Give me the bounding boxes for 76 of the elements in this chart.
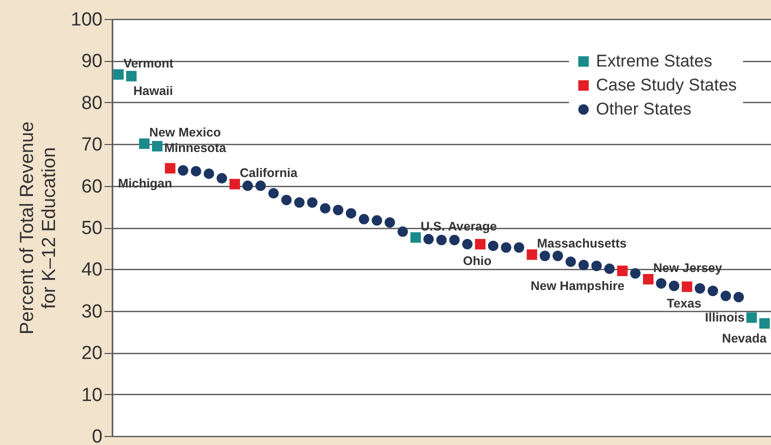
data-label: Nevada [722, 331, 768, 346]
point [423, 234, 434, 244]
data-label: Massachusetts [536, 236, 627, 251]
data-label: New Mexico [149, 126, 222, 140]
point [630, 268, 641, 279]
point [178, 165, 188, 176]
point [410, 232, 421, 243]
y-tick-label: 80 [81, 92, 102, 114]
point [578, 260, 589, 270]
point [449, 234, 460, 246]
point [565, 256, 576, 267]
y-axis-title: Percent of Total Revenue for K–12 Education [16, 121, 60, 335]
data-label: Hawaii [133, 84, 173, 98]
y-tick-label: 0 [92, 426, 102, 445]
point [604, 264, 615, 274]
data-label: Texas [666, 296, 702, 311]
data-label: New Hampshire [530, 278, 624, 293]
point [346, 208, 356, 219]
point [643, 274, 654, 284]
point [617, 266, 628, 276]
point [488, 240, 498, 252]
point [656, 278, 666, 289]
point [462, 238, 473, 250]
legend-label: Case Study States [596, 76, 737, 94]
point [190, 166, 202, 176]
y-tick-label: 20 [81, 343, 102, 364]
y-tick-label: 60 [81, 176, 102, 198]
point [332, 204, 344, 216]
point [204, 168, 214, 179]
point [720, 290, 732, 302]
point [230, 178, 240, 190]
point [372, 215, 382, 226]
point [526, 249, 538, 260]
point [540, 250, 550, 262]
point [668, 280, 680, 292]
point [268, 188, 279, 199]
point [307, 197, 318, 208]
point [591, 260, 602, 272]
point [436, 234, 447, 246]
point [216, 173, 228, 184]
point [759, 318, 770, 329]
data-label: Illinois [705, 310, 745, 325]
point [552, 250, 564, 262]
point [281, 194, 292, 206]
point [708, 286, 718, 296]
y-tick-label: 70 [81, 134, 102, 156]
point [113, 69, 124, 80]
point [397, 226, 408, 237]
point [682, 281, 692, 292]
point [733, 292, 744, 302]
y-tick-label: 90 [81, 51, 102, 72]
point [320, 203, 330, 214]
y-tick-label: 100 [70, 10, 102, 30]
y-tick-label: 50 [81, 218, 102, 239]
data-label: Minnesota [164, 141, 228, 156]
legend-label: Extreme States [596, 52, 712, 70]
point [139, 138, 150, 149]
y-tick-label: 40 [81, 260, 102, 281]
data-label: Ohio [463, 254, 492, 268]
point [694, 283, 706, 294]
data-label: California [240, 166, 298, 180]
point [746, 312, 757, 323]
point [242, 180, 253, 192]
point [358, 214, 370, 224]
point [294, 197, 305, 208]
y-tick-label: 30 [81, 301, 102, 322]
point [164, 163, 176, 174]
point [152, 140, 162, 152]
point [475, 238, 486, 250]
y-tick-label: 10 [81, 384, 102, 406]
legend-label: Other States [596, 100, 692, 118]
point [384, 217, 396, 228]
point [255, 180, 266, 192]
point [500, 242, 512, 253]
point [514, 242, 524, 253]
point [126, 70, 137, 82]
